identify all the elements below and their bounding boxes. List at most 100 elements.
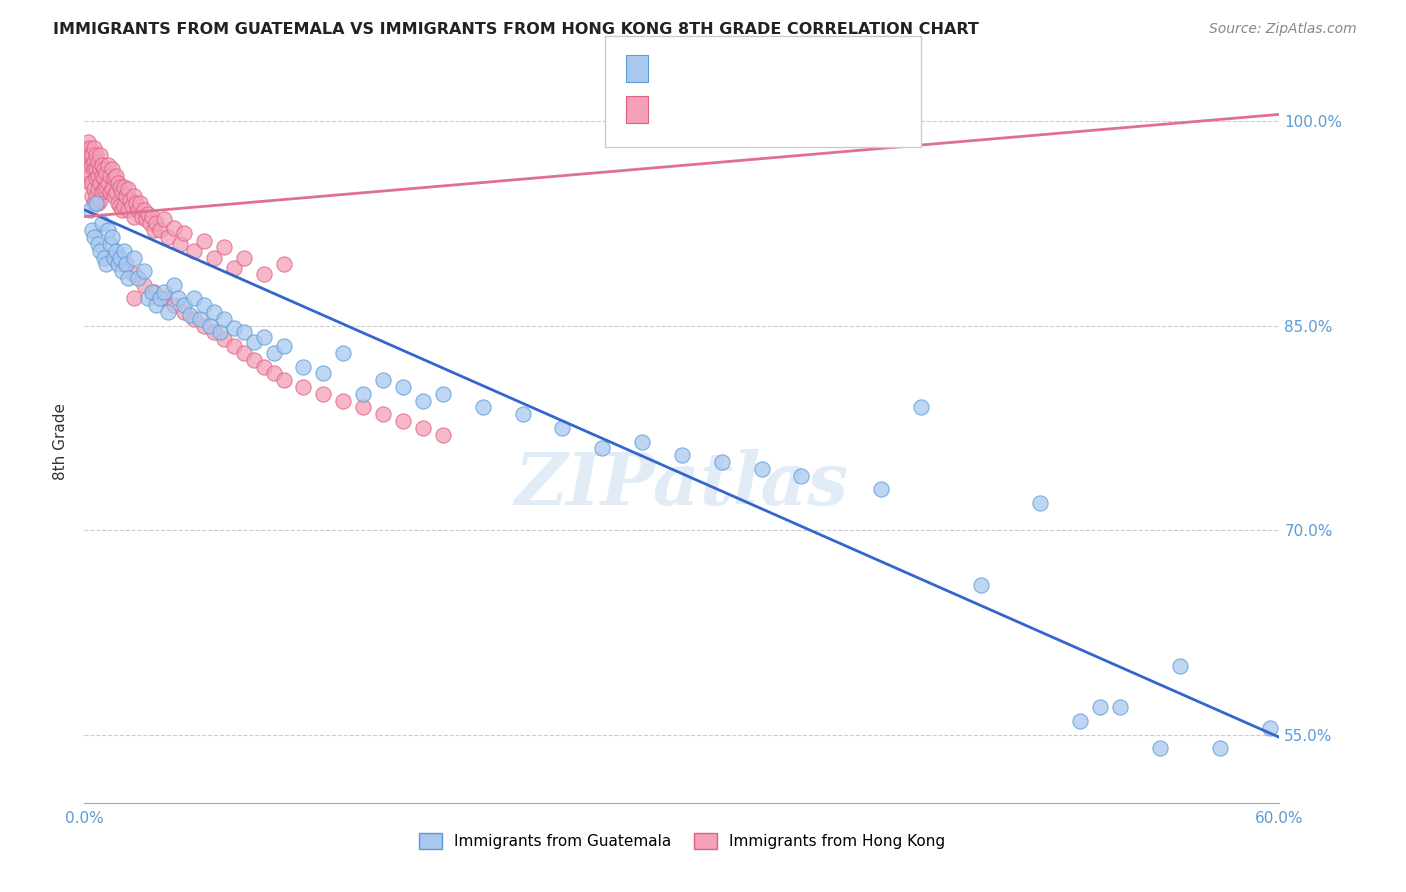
Point [110, 251, 132, 265]
Point [131, 210, 153, 224]
Point [631, 434, 654, 449]
Point [83, 182, 105, 196]
Point [232, 346, 254, 360]
Point [312, 367, 335, 381]
Point [115, 257, 138, 271]
Point [1029, 496, 1052, 510]
Point [1209, 741, 1232, 756]
Point [1090, 700, 1112, 714]
Point [87, 169, 110, 183]
Point [143, 223, 166, 237]
Point [132, 202, 156, 217]
Point [110, 179, 132, 194]
Point [86, 171, 108, 186]
Point [93, 161, 115, 176]
Point [135, 212, 157, 227]
Point [143, 285, 166, 299]
Point [273, 339, 295, 353]
Point [87, 196, 110, 211]
Point [87, 236, 110, 251]
Point [97, 223, 120, 237]
Point [79, 202, 101, 217]
Point [83, 161, 105, 176]
Point [373, 407, 395, 421]
Point [432, 427, 454, 442]
Point [1109, 700, 1132, 714]
Point [412, 393, 434, 408]
Y-axis label: 8th Grade: 8th Grade [53, 403, 69, 480]
Legend: Immigrants from Guatemala, Immigrants from Hong Kong: Immigrants from Guatemala, Immigrants fr… [419, 833, 945, 849]
Text: 0.169: 0.169 [697, 103, 751, 117]
Point [1069, 714, 1091, 728]
Point [183, 311, 205, 326]
Point [373, 373, 395, 387]
Point [101, 161, 124, 176]
Point [121, 199, 143, 213]
Point [122, 210, 145, 224]
Point [79, 141, 101, 155]
Point [1168, 659, 1191, 673]
Point [112, 244, 135, 258]
Point [82, 176, 104, 190]
Point [202, 251, 225, 265]
Point [173, 298, 195, 312]
Point [82, 158, 104, 172]
Point [471, 401, 494, 415]
Point [551, 421, 574, 435]
Point [89, 176, 111, 190]
Point [77, 161, 100, 176]
Point [96, 166, 118, 180]
Point [163, 220, 186, 235]
Point [202, 326, 225, 340]
Point [153, 292, 176, 306]
Point [193, 318, 215, 333]
Point [292, 380, 315, 394]
Point [79, 148, 101, 162]
Text: -0.556: -0.556 [697, 62, 752, 76]
Point [157, 305, 180, 319]
Point [163, 277, 186, 292]
Point [591, 442, 613, 456]
Point [91, 158, 114, 172]
Point [157, 230, 180, 244]
Point [120, 193, 142, 207]
Point [141, 285, 163, 299]
Point [392, 414, 415, 428]
Point [132, 277, 156, 292]
Point [82, 189, 104, 203]
Point [167, 292, 190, 306]
Point [86, 189, 108, 203]
Point [115, 189, 138, 203]
Point [253, 267, 276, 281]
Point [93, 251, 115, 265]
Point [412, 421, 434, 435]
Point [183, 244, 205, 258]
Point [83, 141, 105, 155]
Point [107, 257, 129, 271]
Point [352, 401, 374, 415]
Point [263, 367, 285, 381]
Point [141, 210, 163, 224]
Point [110, 199, 132, 213]
Point [103, 251, 125, 265]
Point [82, 148, 104, 162]
Point [332, 346, 354, 360]
Point [1258, 721, 1281, 735]
Point [125, 196, 148, 211]
Point [86, 196, 108, 211]
Point [179, 308, 201, 322]
Point [149, 292, 172, 306]
Point [392, 380, 415, 394]
Point [870, 482, 893, 496]
Point [111, 185, 134, 199]
Point [103, 189, 125, 203]
Point [163, 298, 186, 312]
Text: IMMIGRANTS FROM GUATEMALA VS IMMIGRANTS FROM HONG KONG 8TH GRADE CORRELATION CHA: IMMIGRANTS FROM GUATEMALA VS IMMIGRANTS … [53, 22, 980, 37]
Point [169, 236, 191, 251]
Point [79, 176, 101, 190]
Point [193, 298, 215, 312]
Point [91, 216, 114, 230]
Point [91, 185, 114, 199]
Point [136, 207, 159, 221]
Point [105, 244, 128, 258]
